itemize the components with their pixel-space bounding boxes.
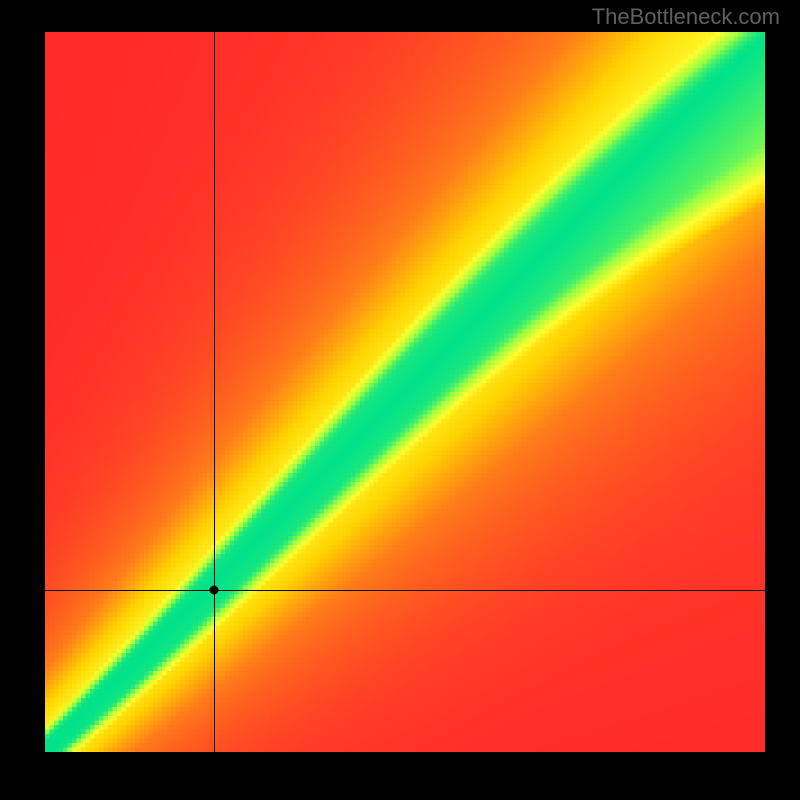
crosshair-horizontal <box>45 590 765 591</box>
crosshair-marker <box>210 586 219 595</box>
watermark-text: TheBottleneck.com <box>592 4 780 30</box>
crosshair-vertical <box>214 32 215 752</box>
bottleneck-heatmap-area <box>45 32 765 752</box>
bottleneck-heatmap-canvas <box>45 32 765 752</box>
